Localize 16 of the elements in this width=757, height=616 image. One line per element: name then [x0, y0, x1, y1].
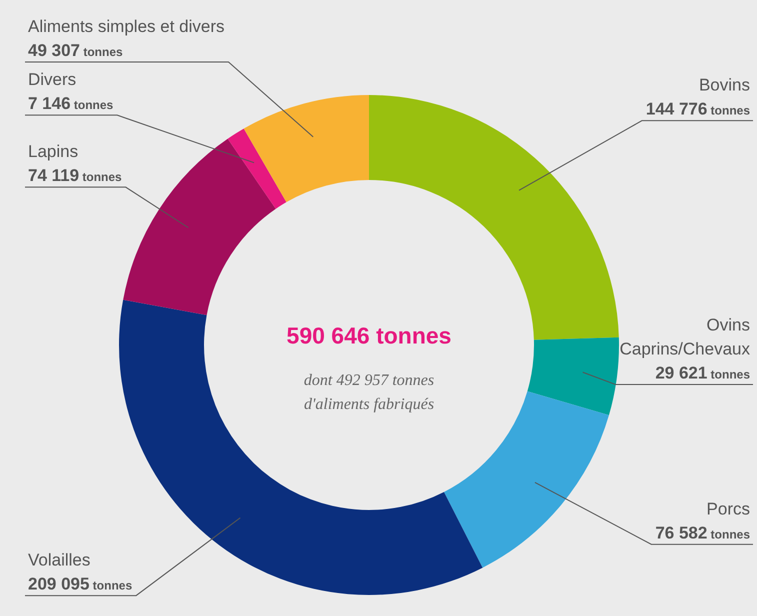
data-label: 144 776 tonnes	[646, 100, 750, 119]
text: 590 646 tonnes	[286, 322, 452, 348]
slice-label: Aliments simples et divers	[28, 17, 225, 36]
data-label: 76 582 tonnes	[655, 523, 750, 542]
data-label: 209 095 tonnes	[28, 574, 132, 594]
data-label: 49 307 tonnes	[28, 41, 123, 60]
slice-label: Volailles	[28, 550, 90, 570]
slice-label: Ovins Caprins/Chevaux	[620, 316, 750, 359]
slice-label: Divers	[28, 70, 76, 90]
data-label: 29 621 tonnes	[655, 364, 750, 383]
data-label: 7 146 tonnes	[28, 94, 114, 114]
slice-label: Lapins	[28, 142, 78, 162]
slice-label: Porcs	[706, 499, 750, 518]
slice-label: Bovins	[698, 76, 750, 95]
text: dont 492 957 tonnes d'aliments fabriqués	[304, 372, 434, 414]
data-label: 74 119 tonnes	[28, 166, 122, 186]
